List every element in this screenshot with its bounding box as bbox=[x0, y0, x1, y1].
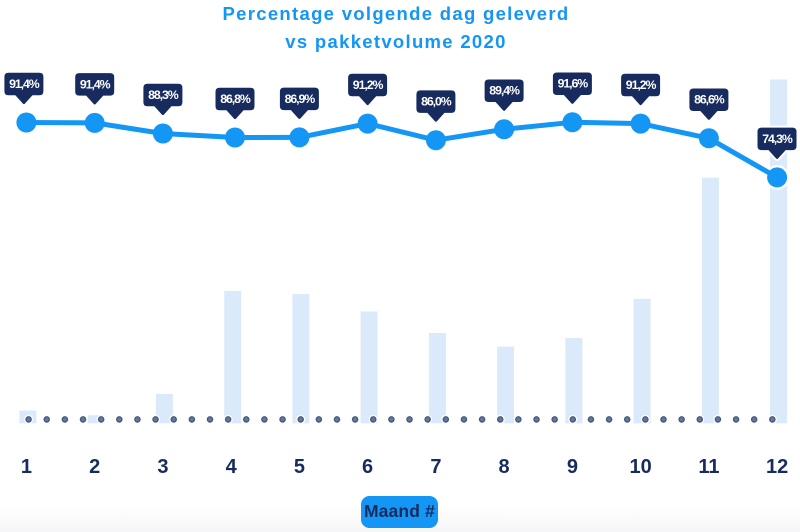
svg-text:91,6%: 91,6% bbox=[558, 77, 589, 91]
svg-text:5: 5 bbox=[294, 456, 305, 478]
svg-text:91,2%: 91,2% bbox=[626, 78, 657, 92]
svg-text:91,2%: 91,2% bbox=[353, 78, 384, 92]
svg-text:86,8%: 86,8% bbox=[220, 92, 251, 106]
svg-text:86,0%: 86,0% bbox=[421, 95, 452, 109]
svg-text:89,4%: 89,4% bbox=[489, 84, 520, 98]
svg-text:2: 2 bbox=[89, 456, 100, 478]
svg-text:91,4%: 91,4% bbox=[80, 77, 111, 91]
svg-text:86,9%: 86,9% bbox=[285, 92, 316, 106]
svg-text:11: 11 bbox=[698, 456, 719, 478]
svg-text:88,3%: 88,3% bbox=[148, 88, 179, 102]
svg-text:9: 9 bbox=[567, 456, 578, 478]
svg-text:4: 4 bbox=[226, 456, 238, 478]
svg-text:86,6%: 86,6% bbox=[694, 93, 725, 107]
svg-text:8: 8 bbox=[499, 456, 510, 478]
svg-text:7: 7 bbox=[430, 456, 441, 478]
svg-text:6: 6 bbox=[362, 456, 373, 478]
svg-text:12: 12 bbox=[766, 456, 788, 478]
svg-text:74,3%: 74,3% bbox=[762, 132, 793, 146]
svg-text:3: 3 bbox=[157, 456, 168, 478]
svg-text:1: 1 bbox=[21, 456, 32, 478]
svg-text:91,4%: 91,4% bbox=[9, 77, 40, 91]
svg-text:10: 10 bbox=[629, 456, 651, 478]
